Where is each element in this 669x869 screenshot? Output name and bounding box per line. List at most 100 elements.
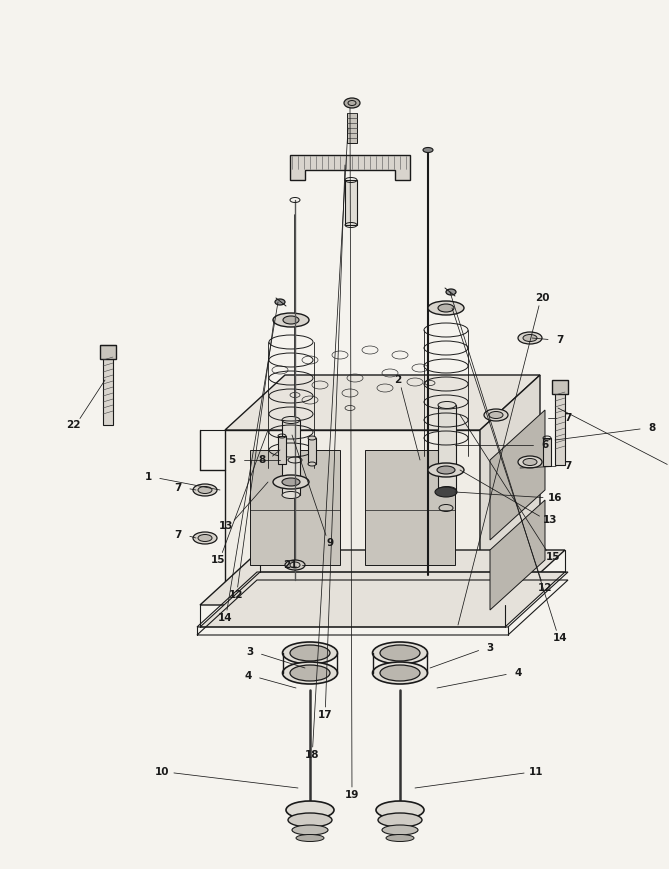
Text: 5: 5 — [228, 455, 235, 465]
Text: 11: 11 — [529, 767, 543, 777]
Bar — [308, 438, 316, 464]
Ellipse shape — [193, 532, 217, 544]
Polygon shape — [225, 430, 480, 605]
Bar — [103, 350, 113, 425]
Text: 19: 19 — [345, 790, 359, 800]
Text: 7: 7 — [175, 483, 182, 493]
Text: 2: 2 — [394, 375, 401, 385]
Ellipse shape — [198, 487, 212, 494]
Text: 10: 10 — [155, 767, 169, 777]
Ellipse shape — [282, 416, 300, 423]
Ellipse shape — [288, 813, 332, 827]
Ellipse shape — [428, 301, 464, 315]
Bar — [365, 450, 455, 565]
Polygon shape — [480, 375, 540, 605]
Text: 15: 15 — [211, 555, 225, 565]
Ellipse shape — [376, 801, 424, 819]
Text: 22: 22 — [66, 420, 80, 430]
Ellipse shape — [523, 459, 537, 466]
Text: 1: 1 — [145, 472, 152, 482]
Ellipse shape — [373, 662, 427, 684]
Text: 4: 4 — [514, 668, 522, 678]
Ellipse shape — [438, 487, 456, 494]
Ellipse shape — [282, 662, 337, 684]
Ellipse shape — [437, 466, 455, 474]
Polygon shape — [290, 155, 410, 180]
Ellipse shape — [273, 475, 309, 489]
Text: 17: 17 — [318, 710, 332, 720]
Text: 14: 14 — [553, 633, 567, 643]
Ellipse shape — [344, 98, 360, 108]
Ellipse shape — [198, 534, 212, 541]
Text: 9: 9 — [326, 538, 334, 548]
Text: 12: 12 — [538, 583, 552, 593]
Bar — [100, 345, 116, 359]
Ellipse shape — [283, 316, 299, 324]
Ellipse shape — [484, 409, 508, 421]
Ellipse shape — [275, 299, 285, 305]
Text: 8: 8 — [648, 423, 656, 433]
Polygon shape — [200, 550, 565, 605]
Ellipse shape — [193, 484, 217, 496]
Bar — [345, 180, 357, 225]
Text: 14: 14 — [217, 613, 232, 623]
Ellipse shape — [373, 642, 427, 664]
Text: 3: 3 — [486, 643, 494, 653]
Ellipse shape — [378, 813, 422, 827]
Ellipse shape — [285, 560, 305, 570]
Bar — [555, 385, 565, 465]
Polygon shape — [200, 572, 565, 627]
Bar — [278, 436, 286, 464]
Bar — [552, 380, 568, 394]
Ellipse shape — [282, 642, 337, 664]
Ellipse shape — [308, 462, 316, 466]
Text: 13: 13 — [219, 521, 233, 531]
Text: 7: 7 — [565, 413, 572, 423]
Bar — [282, 420, 300, 495]
Polygon shape — [225, 375, 540, 430]
Ellipse shape — [438, 401, 456, 408]
Ellipse shape — [489, 412, 503, 419]
Ellipse shape — [435, 487, 457, 497]
Text: 3: 3 — [246, 647, 254, 657]
Text: 21: 21 — [283, 560, 297, 570]
Text: 7: 7 — [565, 461, 572, 471]
Ellipse shape — [446, 289, 456, 295]
Ellipse shape — [290, 665, 330, 681]
Text: 15: 15 — [546, 552, 560, 562]
Text: 7: 7 — [557, 335, 564, 345]
Text: 20: 20 — [535, 293, 549, 303]
Text: 12: 12 — [229, 590, 244, 600]
Ellipse shape — [286, 801, 334, 819]
Text: 7: 7 — [175, 530, 182, 540]
Text: 13: 13 — [543, 515, 557, 525]
Text: 18: 18 — [305, 750, 319, 760]
Ellipse shape — [308, 436, 316, 440]
Text: 4: 4 — [244, 671, 252, 681]
Ellipse shape — [292, 825, 328, 835]
Ellipse shape — [438, 304, 454, 312]
Ellipse shape — [282, 492, 300, 499]
Ellipse shape — [382, 825, 418, 835]
Text: 6: 6 — [541, 440, 549, 450]
Text: 16: 16 — [548, 493, 562, 503]
Bar — [543, 438, 551, 466]
Polygon shape — [490, 500, 545, 610]
Ellipse shape — [380, 665, 420, 681]
Ellipse shape — [290, 645, 330, 661]
Ellipse shape — [518, 332, 542, 344]
Ellipse shape — [282, 478, 300, 486]
Bar — [250, 450, 340, 565]
Ellipse shape — [523, 335, 537, 342]
Ellipse shape — [518, 456, 542, 468]
Bar — [438, 405, 456, 490]
Bar — [347, 113, 357, 143]
Ellipse shape — [428, 463, 464, 477]
Text: 8: 8 — [258, 455, 266, 465]
Ellipse shape — [296, 834, 324, 841]
Ellipse shape — [423, 148, 433, 152]
Ellipse shape — [386, 834, 414, 841]
Polygon shape — [490, 410, 545, 540]
Ellipse shape — [273, 313, 309, 327]
Ellipse shape — [380, 645, 420, 661]
